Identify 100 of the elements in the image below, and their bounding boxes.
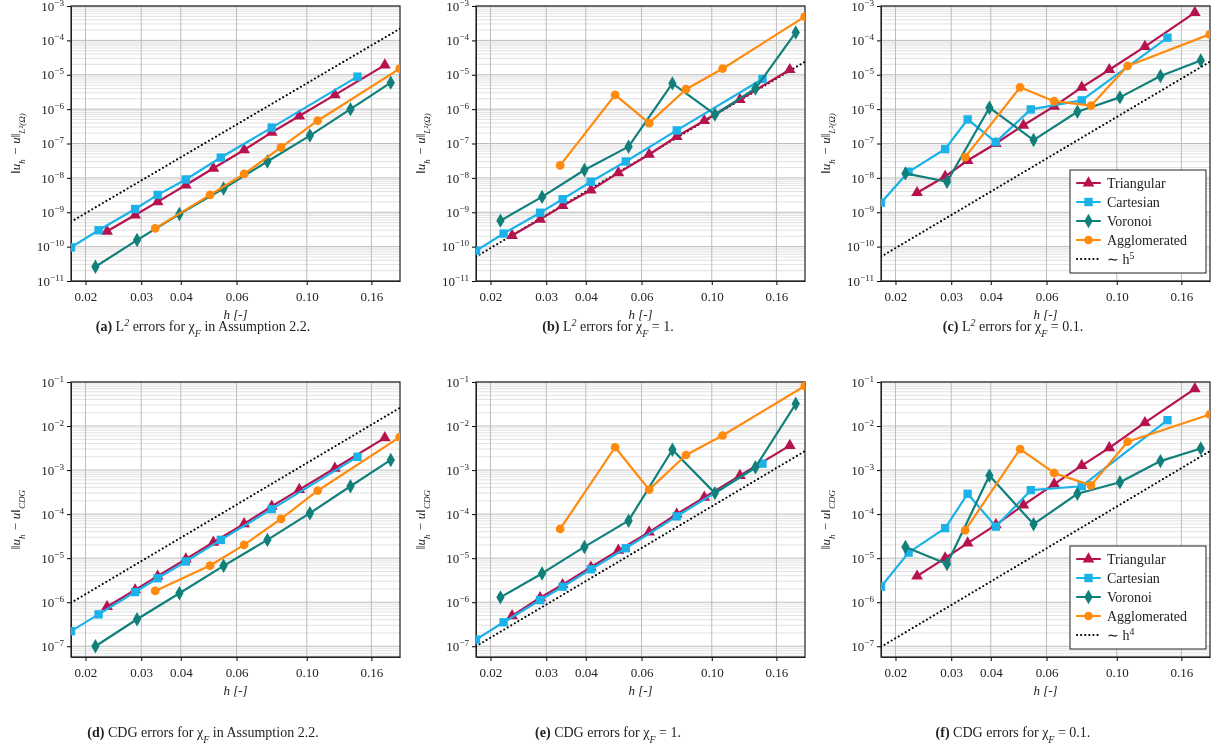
- legend-label: Triangular: [1107, 176, 1166, 191]
- text: (d) CDG errors for χ$_{F}$ in Assumption 2.2.: [87, 725, 319, 745]
- x-tick-label: 0.10: [1105, 289, 1129, 304]
- legend-label: ∼ h$^{5}$: [1107, 249, 1135, 267]
- legend-label: Triangular: [1107, 552, 1166, 567]
- x-tick-label: 0.03: [130, 665, 154, 680]
- x-tick-label: 0.04: [574, 289, 599, 304]
- y-tick-label: 10$^{−4}$: [41, 32, 65, 49]
- x-tick-label: 0.10: [295, 289, 319, 304]
- y-tick-label: 10$^{−3}$: [41, 461, 65, 478]
- x-tick-label: 0.10: [1105, 665, 1129, 680]
- y-tick-label: 10$^{−1}$: [851, 373, 874, 390]
- x-tick-label: 0.10: [700, 289, 724, 304]
- y-tick-label: 10$^{−7}$: [41, 637, 65, 654]
- x-tick-label: 0.06: [1035, 289, 1059, 304]
- y-tick-label: 10$^{−4}$: [41, 505, 65, 522]
- x-tick-label: 0.04: [169, 665, 194, 680]
- y-tick-label: 10$^{−7}$: [851, 135, 875, 152]
- y-tick-label: 10$^{−10}$: [36, 238, 65, 255]
- y-tick-label: 10$^{−9}$: [851, 203, 875, 220]
- x-tick-label: 0.16: [360, 665, 384, 680]
- y-tick-label: 10$^{−4}$: [446, 505, 470, 522]
- y-tick-label: 10$^{−6}$: [851, 593, 875, 610]
- y-tick-label: 10$^{−4}$: [851, 32, 875, 49]
- x-tick-label: 0.06: [630, 665, 654, 680]
- x-tick-label: 0.03: [940, 289, 964, 304]
- y-tick-label: 10$^{−1}$: [41, 373, 64, 390]
- legend-label: Voronoi: [1107, 590, 1152, 605]
- y-tick-label: 10$^{−6}$: [446, 593, 470, 610]
- x-tick-label: 0.04: [169, 289, 194, 304]
- y-tick-label: 10$^{−3}$: [446, 461, 470, 478]
- x-tick-label: 0.04: [574, 665, 599, 680]
- x-tick-label: 0.02: [884, 665, 908, 680]
- y-tick-label: 10$^{−5}$: [851, 549, 875, 566]
- y-tick-label: 10$^{−2}$: [446, 417, 470, 434]
- x-tick-label: 0.16: [765, 289, 789, 304]
- x-tick-label: 0.02: [74, 289, 98, 304]
- y-tick-label: 10$^{−7}$: [446, 135, 470, 152]
- y-tick-label: 10$^{−6}$: [851, 100, 875, 117]
- y-tick-label: 10$^{−11}$: [37, 272, 64, 289]
- y-tick-label: 10$^{−10}$: [441, 238, 470, 255]
- y-tick-label: 10$^{−3}$: [446, 0, 470, 14]
- x-axis-title: h [-]: [628, 683, 653, 698]
- y-tick-label: 10$^{−3}$: [41, 0, 65, 14]
- x-tick-label: 0.10: [700, 665, 724, 680]
- y-tick-label: 10$^{−5}$: [851, 66, 875, 83]
- x-axis-title: h [-]: [223, 683, 248, 698]
- x-tick-label: 0.03: [940, 665, 964, 680]
- text: (e) CDG errors for χ$_{F}$ = 1.: [535, 725, 681, 745]
- y-tick-label: 10$^{−7}$: [446, 637, 470, 654]
- y-tick-label: 10$^{−10}$: [846, 238, 875, 255]
- y-tick-label: 10$^{−2}$: [851, 417, 875, 434]
- y-tick-label: 10$^{−5}$: [446, 66, 470, 83]
- x-tick-label: 0.06: [630, 289, 654, 304]
- y-tick-label: 10$^{−6}$: [41, 100, 65, 117]
- y-tick-label: 10$^{−11}$: [847, 272, 874, 289]
- x-tick-label: 0.04: [979, 665, 1004, 680]
- y-tick-label: 10$^{−4}$: [851, 505, 875, 522]
- x-tick-label: 0.02: [884, 289, 908, 304]
- x-tick-label: 0.02: [479, 665, 503, 680]
- y-tick-label: 10$^{−4}$: [446, 32, 470, 49]
- y-tick-label: 10$^{−6}$: [446, 100, 470, 117]
- legend-label: Voronoi: [1107, 214, 1152, 229]
- legend-label: Agglomerated: [1107, 233, 1188, 248]
- y-tick-label: 10$^{−2}$: [41, 417, 65, 434]
- legend-label: ∼ h$^{4}$: [1107, 625, 1135, 643]
- y-tick-label: 10$^{−3}$: [851, 0, 875, 14]
- y-tick-label: 10$^{−6}$: [41, 593, 65, 610]
- y-tick-label: 10$^{−9}$: [446, 203, 470, 220]
- y-tick-label: 10$^{−8}$: [41, 169, 65, 186]
- y-tick-label: 10$^{−5}$: [446, 549, 470, 566]
- x-tick-label: 0.03: [130, 289, 154, 304]
- x-tick-label: 0.02: [74, 665, 98, 680]
- x-tick-label: 0.06: [1035, 665, 1059, 680]
- y-tick-label: 10$^{−5}$: [41, 549, 65, 566]
- x-axis-title: h [-]: [1033, 683, 1058, 698]
- legend-label: Cartesian: [1107, 571, 1160, 586]
- x-tick-label: 0.02: [479, 289, 503, 304]
- x-tick-label: 0.06: [225, 289, 249, 304]
- x-tick-label: 0.06: [225, 665, 249, 680]
- y-tick-label: 10$^{−1}$: [446, 373, 469, 390]
- y-tick-label: 10$^{−8}$: [446, 169, 470, 186]
- y-tick-label: 10$^{−3}$: [851, 461, 875, 478]
- x-tick-label: 0.16: [765, 665, 789, 680]
- y-tick-label: 10$^{−7}$: [41, 135, 65, 152]
- legend-label: Cartesian: [1107, 195, 1160, 210]
- y-tick-label: 10$^{−11}$: [442, 272, 469, 289]
- x-tick-label: 0.16: [1170, 665, 1194, 680]
- x-tick-label: 0.16: [1170, 289, 1194, 304]
- y-tick-label: 10$^{−9}$: [41, 203, 65, 220]
- y-tick-label: 10$^{−7}$: [851, 637, 875, 654]
- legend-label: Agglomerated: [1107, 609, 1188, 624]
- x-tick-label: 0.04: [979, 289, 1004, 304]
- text: (f) CDG errors for χ$_{F}$ = 0.1.: [935, 725, 1091, 745]
- y-tick-label: 10$^{−5}$: [41, 66, 65, 83]
- y-tick-label: 10$^{−8}$: [851, 169, 875, 186]
- x-tick-label: 0.03: [535, 665, 559, 680]
- x-tick-label: 0.03: [535, 289, 559, 304]
- x-tick-label: 0.10: [295, 665, 319, 680]
- x-tick-label: 0.16: [360, 289, 384, 304]
